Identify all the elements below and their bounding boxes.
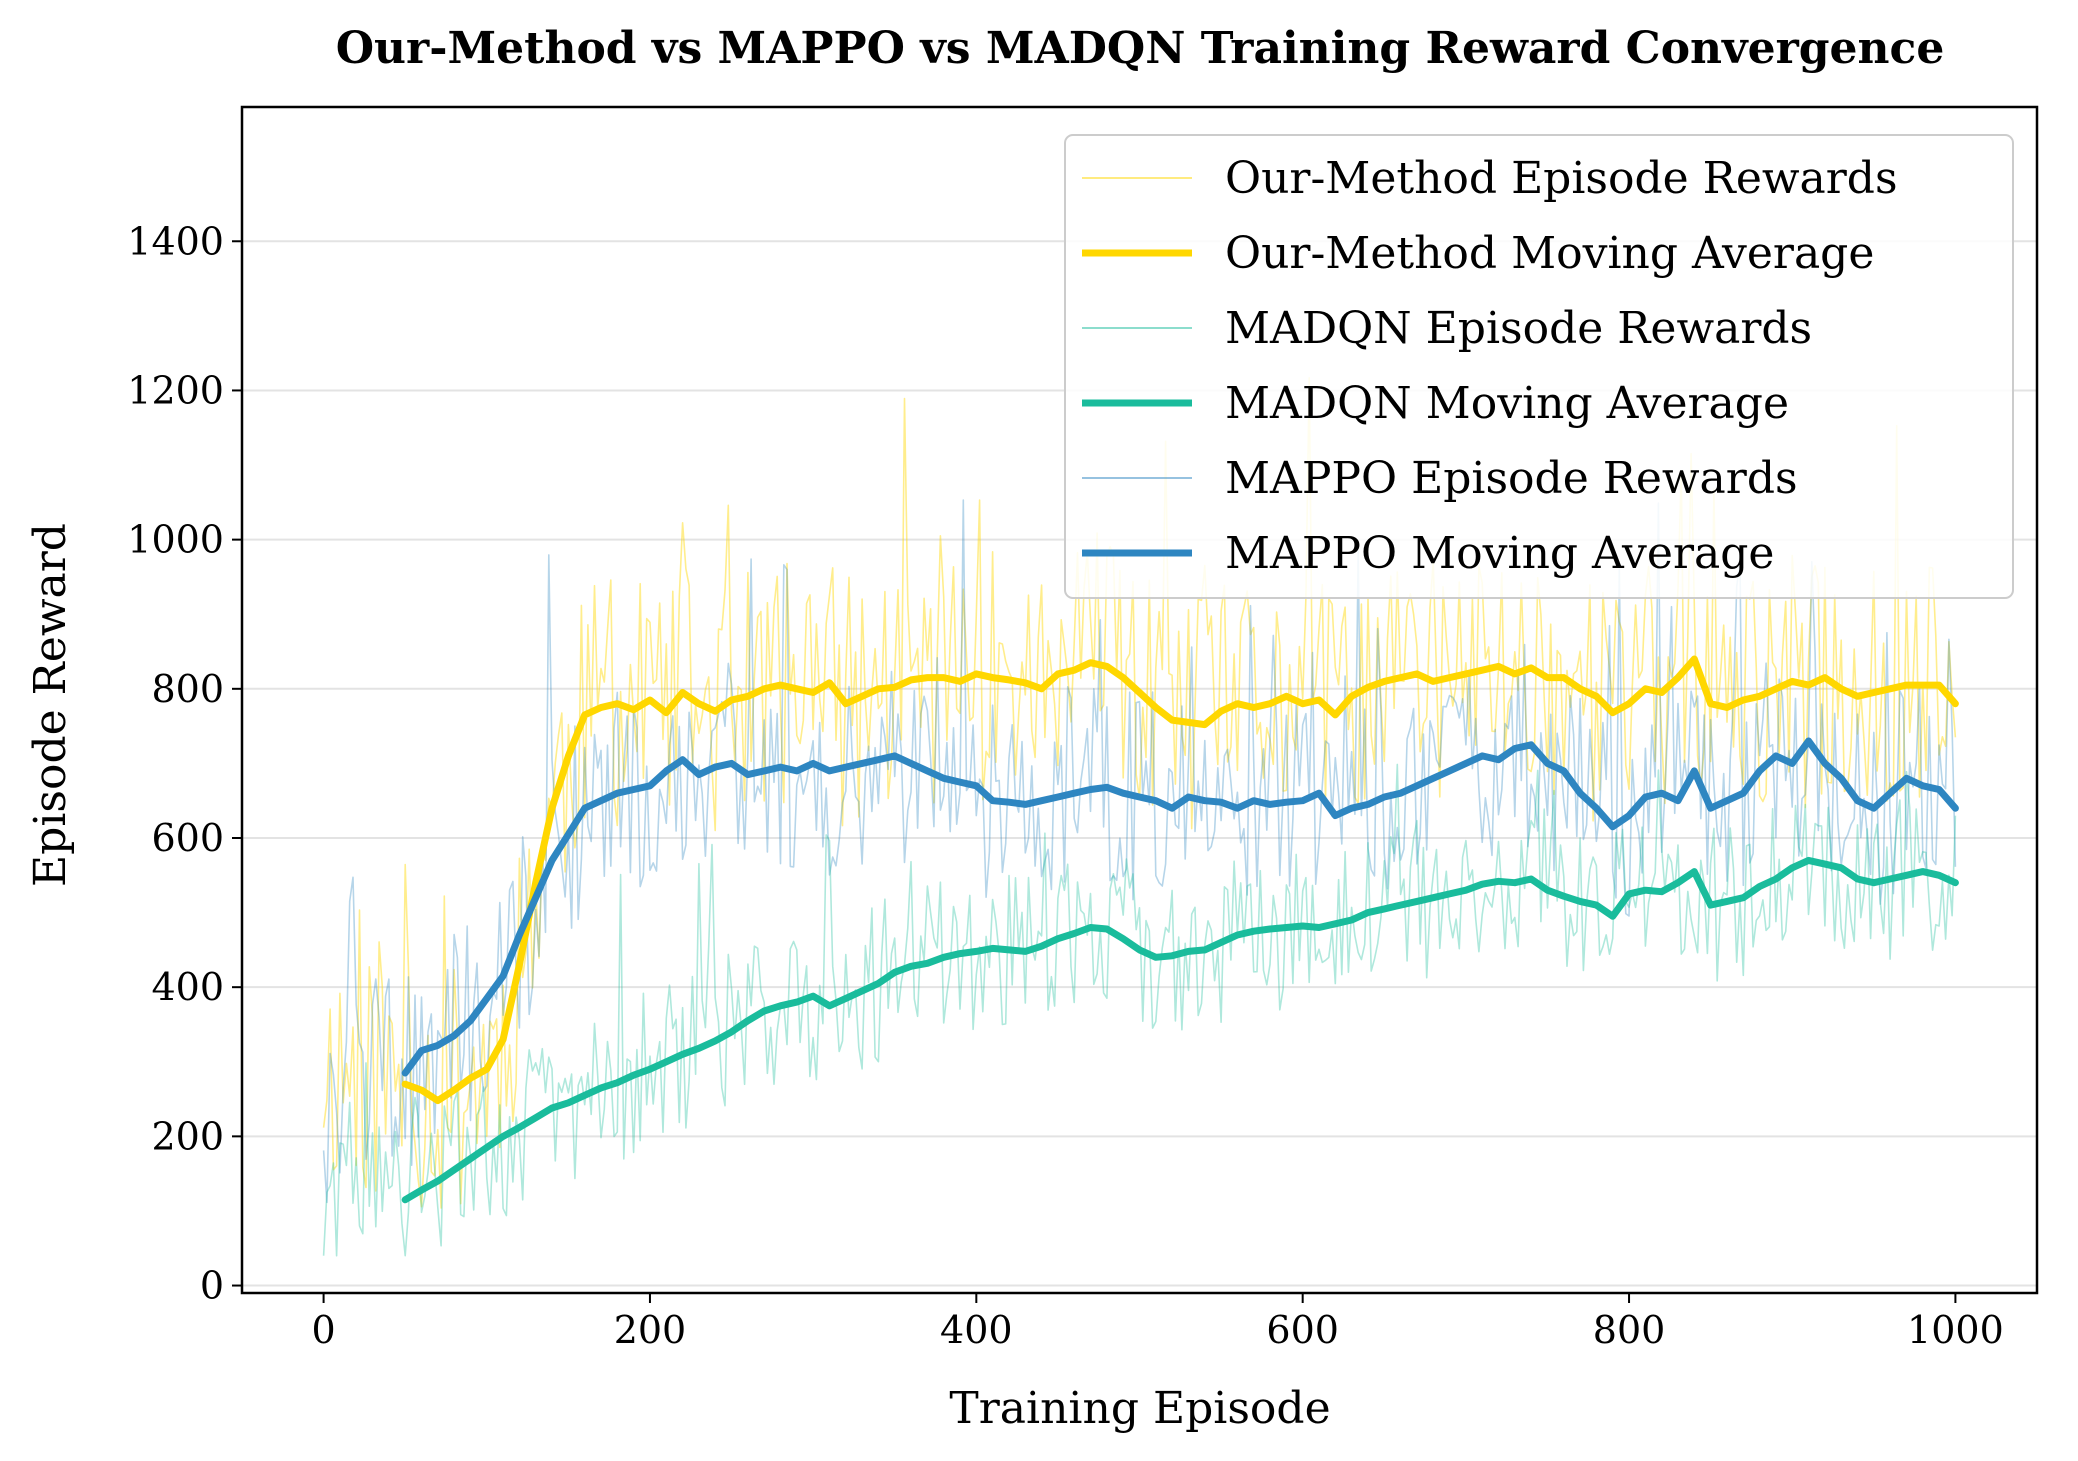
x-tick-label: 600 xyxy=(1266,1308,1339,1352)
legend-label-4: MAPPO Episode Rewards xyxy=(1225,453,1798,504)
legend-label-1: Our-Method Moving Average xyxy=(1225,228,1874,279)
x-axis-label: Training Episode xyxy=(949,1383,1330,1434)
x-tick-label: 200 xyxy=(614,1308,687,1352)
y-tick-label: 1000 xyxy=(127,518,224,562)
y-tick-label: 1200 xyxy=(127,368,224,412)
y-tick-label: 0 xyxy=(200,1264,224,1308)
legend-label-5: MAPPO Moving Average xyxy=(1225,528,1774,579)
y-axis-label: Episode Reward xyxy=(25,523,76,887)
x-tick-label: 0 xyxy=(311,1308,335,1352)
legend-box xyxy=(1064,134,2014,599)
mappo-moving-average-line xyxy=(401,737,1959,1077)
y-tick-label: 400 xyxy=(151,965,224,1009)
x-tick-label: 800 xyxy=(1593,1308,1666,1352)
legend-label-0: Our-Method Episode Rewards xyxy=(1225,153,1898,204)
legend: Our-Method Episode Rewards Our-Method Mov… xyxy=(1064,134,2014,599)
axis-ticks: 0 200 400 600 800 1000 0 200 400 600 800 1000 1200 14… xyxy=(127,219,2003,1352)
madqn-episode-rewards-line xyxy=(322,763,1957,1257)
plot-frame xyxy=(240,105,2039,1295)
madqn-moving-average-line xyxy=(401,856,1959,1204)
x-tick-label: 400 xyxy=(940,1308,1013,1352)
y-tick-label: 1400 xyxy=(127,219,224,263)
mappo-episode-rewards-line xyxy=(322,499,1957,1204)
legend-label-3: MADQN Moving Average xyxy=(1225,378,1789,429)
y-tick-label: 600 xyxy=(151,816,224,860)
x-tick-label: 1000 xyxy=(1907,1308,2004,1352)
chart-title: Our-Method vs MAPPO vs MADQN Training Re… xyxy=(336,23,1945,74)
moving-average-lines xyxy=(401,655,1959,1204)
y-tick-label: 200 xyxy=(151,1114,224,1158)
y-tick-label: 800 xyxy=(151,667,224,711)
legend-label-2: MADQN Episode Rewards xyxy=(1225,303,1812,354)
our-method-moving-average-line xyxy=(401,655,1959,1105)
